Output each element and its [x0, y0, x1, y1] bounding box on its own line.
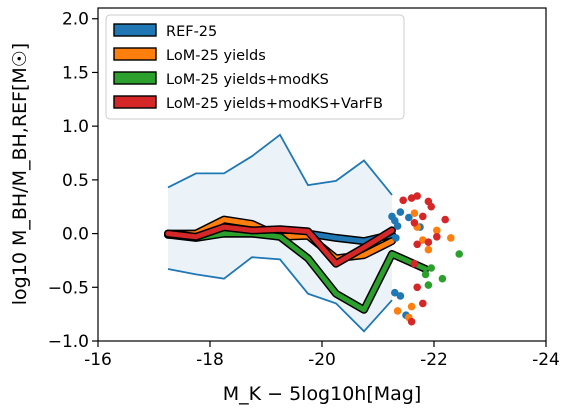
scatter-point-3-10: [413, 240, 422, 249]
y-tick-label-2: 0.0: [62, 225, 89, 245]
scatter-point-3-5: [419, 212, 427, 221]
scatter-point-3-6: [410, 219, 419, 227]
scatter-point-3-14: [407, 317, 416, 326]
scatter-point-3-8: [433, 233, 441, 241]
y-tick-label-4: 1.0: [62, 117, 89, 137]
x-tick-label-0: -16: [84, 350, 112, 370]
scatter-point-0-4: [392, 234, 400, 242]
y-tick-label-0: −1.0: [48, 332, 89, 352]
scatter-point-1-7: [447, 234, 455, 242]
legend-label-2: LoM-25 yields+modKS: [166, 72, 329, 88]
x-tick-label-2: -20: [308, 350, 336, 370]
legend-swatch-3: [113, 95, 157, 109]
scatter-point-3-0: [399, 196, 408, 205]
scatter-point-0-7: [391, 288, 399, 297]
x-axis-label: M_K − 5log10h[Mag]: [223, 383, 422, 405]
legend-swatch-1: [113, 47, 157, 61]
scatter-point-2-4: [427, 264, 436, 272]
scatter-point-1-0: [393, 307, 402, 315]
x-tick-label-4: -24: [532, 350, 560, 370]
series-lines-layer: [164, 215, 430, 314]
scatter-point-0-2: [393, 222, 402, 230]
scatter-point-1-8: [410, 209, 419, 217]
x-axis-label-text: M_K − 5log10h[Mag]: [223, 383, 422, 405]
y-axis-label: log10 M_BH/M_BH,REF[M☉]: [9, 43, 31, 305]
legend-swatch-2: [113, 71, 157, 85]
legend-swatch-0: [113, 23, 157, 37]
y-tick-label-6: 2.0: [62, 10, 89, 30]
scatter-point-3-2: [413, 192, 422, 200]
legend-label-3: LoM-25 yields+modKS+VarFB: [166, 96, 383, 112]
band-lower-line: [167, 256, 393, 333]
legend-label-1: LoM-25 yields: [166, 48, 266, 64]
scatter-point-2-3: [455, 250, 464, 258]
scatter-point-2-2: [438, 274, 447, 283]
scatter-point-1-2: [407, 302, 416, 311]
legend-label-0: REF-25: [166, 24, 217, 40]
x-tick-label-1: -18: [196, 350, 224, 370]
x-tick-label-3: -22: [420, 350, 448, 370]
scatter-point-1-5: [424, 245, 433, 254]
scatter-point-3-7: [441, 215, 450, 224]
scatter-point-3-4: [427, 202, 436, 211]
scatter-point-1-6: [433, 226, 441, 235]
legend-box: [105, 14, 405, 120]
series-line-3: [165, 224, 395, 267]
y-axis-label-text: log10 M_BH/M_BH,REF[M☉]: [9, 43, 31, 305]
band-upper-line: [167, 133, 393, 196]
legend: REF-25 LoM-25 yields LoM-25 yields+modKS Lo…: [105, 14, 405, 120]
scatter-point-3-13: [419, 299, 427, 308]
scatter-point-3-11: [410, 259, 419, 268]
scatter-point-2-1: [424, 281, 433, 289]
scatter-point-0-3: [396, 208, 405, 216]
scatter-point-0-5: [405, 213, 413, 222]
y-tick-label-3: 0.5: [62, 171, 89, 191]
scatter-points-layer: [388, 192, 464, 326]
y-tick-label-1: −0.5: [48, 278, 89, 298]
scatter-point-3-12: [413, 283, 422, 292]
axis-ticks-layer: -16 -18 -20 -22 -24 −1.0 −0.5 0.0 0.5 1.0 1.5 2.0: [48, 10, 560, 370]
y-tick-label-5: 1.5: [62, 63, 89, 83]
scatter-point-3-9: [424, 238, 433, 246]
scatter-point-2-0: [421, 270, 430, 279]
scatter-point-0-8: [396, 292, 405, 300]
